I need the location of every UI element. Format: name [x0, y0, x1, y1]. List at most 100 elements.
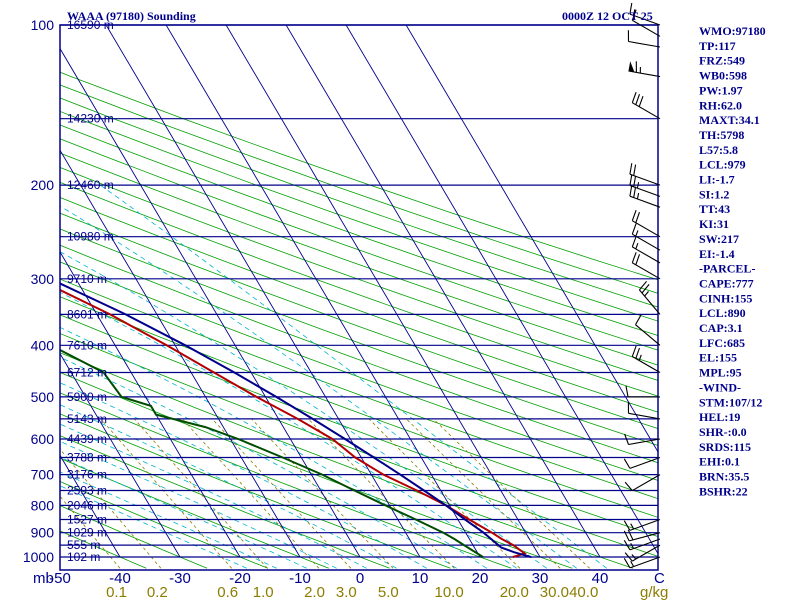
wind-barb-flag: [624, 433, 630, 445]
temperature-tick-label: 20: [472, 570, 489, 587]
wind-barb-flag: [633, 175, 637, 187]
isotherm-line: [60, 149, 301, 558]
moist-adiabat-line: [60, 382, 427, 569]
wind-barb: [623, 518, 661, 531]
sounding-index-line: EI:-1.4: [699, 247, 735, 261]
isotherm-line: [405, 25, 658, 453]
wind-barb-flag: [635, 347, 641, 359]
sounding-index-line: LI:-1.7: [699, 173, 735, 187]
wind-barb: [631, 236, 661, 264]
sounding-index-line: CINH:155: [699, 291, 752, 305]
moist-adiabat-line: [60, 485, 247, 569]
wind-barb-flag: [638, 280, 648, 291]
dry-adiabat-line: [60, 372, 573, 569]
wind-barb-staff: [629, 13, 661, 26]
sounding-index-line: WMO:97180: [699, 24, 766, 38]
wind-barb-staff: [629, 456, 661, 469]
wind-barbs: [623, 2, 661, 569]
isotherm-line: [285, 25, 601, 558]
dry-adiabat-line: [60, 333, 658, 557]
dry-adiabat-line: [60, 352, 634, 569]
dry-adiabat-line: [60, 212, 658, 430]
wind-barb-flag: [623, 540, 631, 551]
wind-barb-staff: [632, 102, 661, 120]
wind-barb-staff: [629, 184, 661, 197]
dry-adiabat-line: [60, 71, 658, 281]
height-label: 102 m: [67, 550, 100, 564]
isotherms: [60, 25, 658, 558]
height-label: 555 m: [67, 538, 100, 552]
wind-barb-halfflag: [631, 554, 637, 560]
wind-barb-flag: [631, 345, 637, 357]
dry-adiabat-line: [60, 481, 269, 569]
mixing-ratio-tick-label: 3.0: [336, 584, 357, 600]
wind-barb: [623, 456, 661, 469]
isotherm-line: [105, 25, 421, 558]
wind-barb: [631, 252, 661, 280]
height-label: 7610 m: [67, 338, 107, 352]
wind-barb-flag: [629, 185, 633, 197]
mixing-ratio-tick-label: 20.0: [500, 584, 529, 600]
temperature-tick-label: -40: [109, 570, 131, 587]
parcel-profile-line: [60, 282, 532, 558]
wind-barb: [624, 544, 661, 562]
wind-barb-flag: [631, 223, 637, 235]
sounding-index-line: EL:155: [699, 351, 737, 365]
wind-barb-flag: [633, 164, 637, 176]
wind-barb: [624, 433, 661, 446]
dry-adiabat-line: [60, 181, 658, 397]
wind-barb-flag: [623, 558, 631, 569]
wind-barb-flag: [635, 314, 642, 325]
isotherm-line: [60, 251, 241, 558]
mixing-ratio-line: [60, 495, 121, 569]
pressure-tick-label: 800: [31, 497, 55, 513]
height-label: 5143 m: [67, 412, 107, 426]
temperature-profile-line: [60, 288, 527, 558]
wind-barb-staff: [638, 289, 661, 315]
wind-barb: [623, 556, 661, 569]
height-label: 9710 m: [67, 272, 107, 286]
wind-barb-staff: [629, 538, 661, 551]
wind-barb-halfflag: [630, 523, 635, 530]
dry-adiabat-line: [60, 296, 658, 518]
dry-adiabat-line: [60, 110, 658, 322]
wind-barb: [629, 2, 661, 26]
wind-barb-flag: [629, 174, 633, 186]
sounding-index-line: FRZ:549: [699, 54, 745, 68]
isotherm-line: [60, 454, 121, 558]
height-label: 3176 m: [67, 468, 107, 482]
sounding-index-line: STM:107/12: [699, 395, 762, 409]
sounding-index-line: RH:62.0: [699, 98, 742, 112]
sounding-index-line: CAP:3.1: [699, 321, 743, 335]
sounding-index-line: MAXT:34.1: [699, 113, 760, 127]
height-label: 1527 m: [67, 513, 107, 527]
wind-barb: [624, 474, 661, 492]
pressure-tick-label: 700: [31, 467, 55, 483]
wind-barb-flag: [624, 481, 633, 491]
mixing-ratio-tick-label: 0.1: [106, 584, 127, 600]
height-label: 8601 m: [67, 307, 107, 321]
wind-barb-flag: [624, 552, 633, 562]
wind-barb: [631, 345, 661, 373]
sounding-index-line: LCL:979: [699, 158, 746, 172]
mixing-ratio-tick-label: 5.0: [378, 584, 399, 600]
temperature-tick-label: 0: [356, 570, 364, 587]
sounding-index-line: L57:5.8: [699, 143, 738, 157]
height-label: 1029 m: [67, 526, 107, 540]
wind-barb-halfflag: [635, 243, 639, 250]
temperature-unit-label: C: [654, 570, 665, 587]
wind-barb-staff: [632, 262, 661, 280]
wind-barb: [628, 61, 661, 78]
temperature-tick-label: -30: [169, 570, 191, 587]
wind-barb-staff: [629, 195, 661, 208]
dry-adiabat-line: [60, 314, 658, 537]
temperature-tick-label: -20: [229, 570, 251, 587]
wind-barb-staff: [628, 532, 661, 542]
wind-barb-staff: [632, 544, 661, 562]
wind-barb-staff: [628, 40, 661, 48]
dry-adiabat-line: [60, 138, 658, 351]
temperature-labels: -50 -40 -30 -20 -10 0 10 20 30 40: [49, 570, 608, 587]
height-label: 3788 m: [67, 451, 107, 465]
wind-barb-flag: [638, 96, 644, 107]
